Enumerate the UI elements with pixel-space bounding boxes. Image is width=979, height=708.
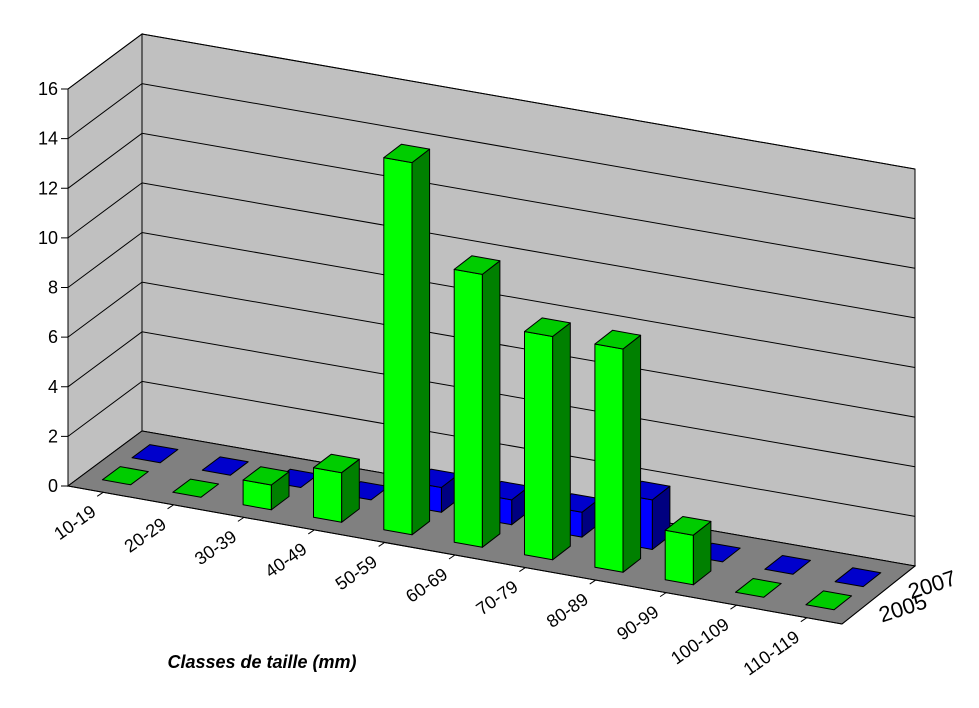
gridline (67, 132, 916, 269)
category-label: 50-59 (332, 551, 381, 594)
gridline (67, 380, 916, 517)
bar-top (664, 516, 712, 536)
bar-top (834, 567, 882, 588)
bar-front (383, 157, 413, 536)
depth-axis-line (841, 565, 916, 625)
bar-2005-10-19 (101, 466, 149, 486)
bar-2005-50-59 (383, 143, 431, 536)
gridline (67, 83, 916, 220)
category-label: 70-79 (472, 576, 521, 619)
gridline (67, 331, 916, 468)
bar-2005-30-39 (242, 466, 290, 511)
x-tick-mark (96, 491, 104, 497)
x-axis-title: Classes de taille (mm) (167, 652, 356, 672)
x-tick-mark (378, 542, 385, 547)
bar-2007-110-119 (834, 567, 882, 588)
gridline (67, 231, 916, 368)
bar-front (664, 529, 694, 586)
bar-2005-60-69 (453, 255, 501, 548)
bar-2007-10-19 (131, 444, 179, 464)
bar-2005-90-99 (664, 516, 712, 586)
x-tick-mark (519, 567, 526, 572)
y-tick-label: 6 (48, 327, 58, 347)
gridline (67, 182, 916, 319)
category-label: 90-99 (613, 602, 662, 645)
bar-front (453, 268, 483, 548)
series-label-2007: 2007 (905, 565, 959, 604)
bar-top (383, 143, 431, 164)
bar-top (524, 317, 571, 337)
bar-top (313, 453, 360, 474)
bar-2005-20-29 (172, 478, 220, 498)
bar-2005-110-119 (805, 590, 853, 611)
category-label: 20-29 (121, 514, 170, 557)
y-tick-label: 14 (38, 129, 58, 149)
bar-2005-70-79 (524, 317, 571, 561)
y-tick-label: 2 (48, 426, 58, 446)
bar-top (201, 456, 249, 476)
y-tick-label: 10 (38, 228, 58, 248)
bar-front (594, 343, 624, 573)
bar-top (131, 444, 179, 464)
bar-2005-80-89 (594, 329, 642, 573)
x-tick-mark (800, 617, 808, 623)
series-bars-front (101, 143, 853, 611)
category-label: 10-19 (50, 501, 99, 544)
x-tick-mark (730, 604, 737, 610)
bar-side (481, 260, 501, 548)
x-tick-mark (307, 529, 315, 535)
bar-front (524, 331, 554, 561)
bar-top (594, 329, 642, 350)
x-tick-mark (659, 592, 667, 598)
bar-top (242, 466, 290, 486)
bar-2005-40-49 (313, 453, 360, 523)
bar-top (101, 466, 149, 486)
category-label: 110-119 (740, 627, 803, 680)
x-tick-mark (589, 579, 597, 585)
bar-2007-20-29 (201, 456, 249, 476)
gridline (67, 281, 916, 418)
y-axis-ticks: 0 2 4 6 8 10 12 14 16 (38, 79, 68, 496)
category-label: 80-89 (543, 589, 592, 632)
y-tick-label: 12 (38, 178, 58, 198)
bar-side (552, 322, 571, 561)
category-label: 100-109 (667, 614, 733, 668)
bar-top (453, 255, 501, 275)
y-tick-label: 8 (48, 278, 58, 298)
y-tick-label: 4 (48, 377, 58, 397)
y-tick-label: 0 (48, 476, 58, 496)
x-tick-mark (448, 554, 456, 560)
x-tick-mark (167, 504, 174, 510)
bar-top (735, 578, 782, 598)
bar-front (313, 467, 343, 523)
x-tick-mark (237, 516, 245, 522)
bar-top (172, 478, 220, 498)
category-label: 30-39 (191, 526, 240, 569)
bar-side (622, 334, 642, 573)
y-tick-label: 16 (38, 79, 58, 99)
category-label: 60-69 (402, 564, 451, 607)
bar-side (411, 148, 431, 536)
bar-top (764, 555, 811, 575)
bar-2005-100-109 (735, 578, 782, 598)
bar-top (805, 590, 853, 611)
bar-2007-100-109 (764, 555, 811, 575)
category-label: 40-49 (261, 539, 310, 582)
gridline (67, 33, 916, 170)
